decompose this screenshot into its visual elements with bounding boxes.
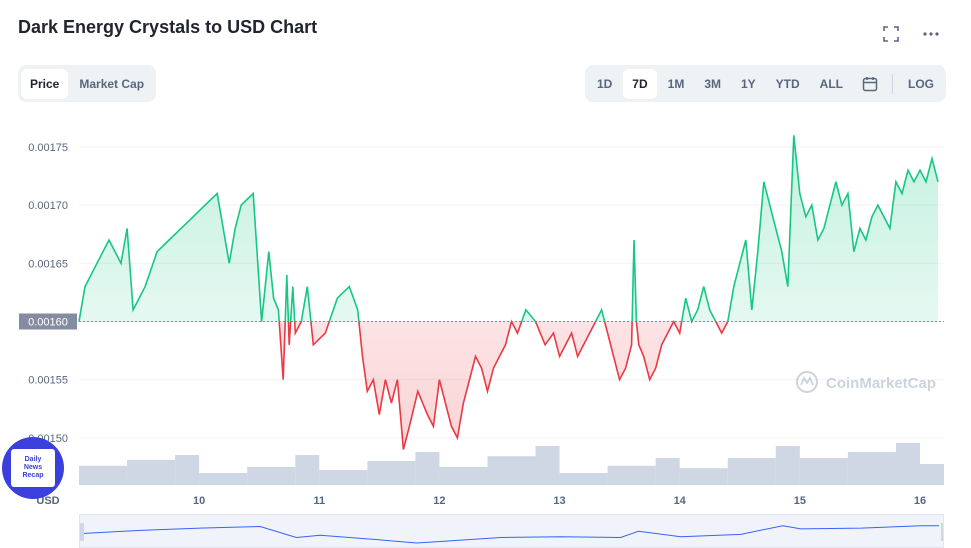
volume-bar bbox=[607, 465, 656, 485]
x-tick-label: 13 bbox=[553, 495, 565, 507]
volume-bar bbox=[247, 467, 296, 485]
volume-bar bbox=[319, 470, 368, 485]
navigator-handle-right[interactable] bbox=[941, 523, 944, 541]
volume-bar bbox=[439, 467, 488, 485]
volume-bar bbox=[559, 473, 608, 485]
chart-type-toggle: Price Market Cap bbox=[18, 65, 157, 102]
area-above-baseline bbox=[79, 135, 938, 322]
badge-text-1: Daily bbox=[24, 456, 42, 463]
volume-bar bbox=[535, 446, 560, 485]
volume-bar bbox=[295, 455, 320, 485]
x-tick-label: 16 bbox=[914, 495, 926, 507]
volume-bar bbox=[895, 443, 920, 485]
volume-bar bbox=[919, 464, 944, 485]
x-tick-label: 10 bbox=[193, 495, 205, 507]
x-tick-label: 14 bbox=[674, 495, 687, 507]
volume-bar bbox=[487, 456, 536, 485]
x-axis-labels: 10 11 12 13 14 15 16 bbox=[193, 495, 926, 507]
tab-price[interactable]: Price bbox=[21, 68, 69, 99]
y-tick-label: 0.00155 bbox=[28, 375, 68, 387]
volume-bar bbox=[127, 459, 176, 485]
calendar-icon[interactable] bbox=[854, 69, 886, 99]
navigator[interactable] bbox=[79, 514, 944, 548]
navigator-handle-left[interactable] bbox=[80, 523, 84, 541]
range-1d[interactable]: 1D bbox=[588, 69, 621, 99]
volume-bar bbox=[199, 473, 248, 485]
currency-label: USD bbox=[36, 495, 59, 507]
divider bbox=[892, 73, 893, 94]
badge-text-2: News bbox=[23, 464, 43, 471]
volume-bar bbox=[799, 458, 848, 485]
range-1y[interactable]: 1Y bbox=[732, 69, 765, 99]
coinmarketcap-watermark: CoinMarketCap bbox=[796, 371, 936, 393]
volume-bar bbox=[679, 468, 728, 485]
x-tick-label: 12 bbox=[433, 495, 445, 507]
y-tick-label: 0.00165 bbox=[28, 258, 68, 270]
top-icons bbox=[881, 24, 941, 44]
y-tick-label: 0.00170 bbox=[28, 200, 68, 212]
price-area bbox=[79, 135, 938, 450]
tab-market-cap[interactable]: Market Cap bbox=[70, 69, 153, 99]
x-tick-label: 11 bbox=[313, 495, 325, 507]
volume-bar bbox=[79, 465, 128, 485]
price-line bbox=[78, 135, 939, 450]
log-scale-button[interactable]: LOG bbox=[899, 69, 943, 99]
volume-bars bbox=[79, 443, 944, 485]
range-3m[interactable]: 3M bbox=[695, 69, 730, 99]
volume-bar bbox=[727, 458, 776, 485]
range-all[interactable]: ALL bbox=[811, 69, 852, 99]
daily-news-recap-badge[interactable]: Daily News Recap bbox=[2, 437, 64, 499]
range-7d[interactable]: 7D bbox=[623, 68, 657, 99]
area-below-baseline bbox=[279, 321, 728, 450]
navigator-line bbox=[80, 525, 939, 544]
volume-bar bbox=[175, 455, 200, 485]
badge-text-3: Recap bbox=[22, 472, 44, 479]
price-line-down bbox=[79, 321, 729, 450]
volume-bar bbox=[367, 461, 416, 485]
watermark-text: CoinMarketCap bbox=[826, 375, 936, 392]
range-1m[interactable]: 1M bbox=[659, 69, 694, 99]
baseline-price-badge: 0.00160 bbox=[19, 313, 77, 330]
x-tick-label: 15 bbox=[794, 495, 806, 507]
range-ytd[interactable]: YTD bbox=[767, 69, 809, 99]
news-icon: Daily News Recap bbox=[11, 449, 55, 487]
volume-bar bbox=[655, 458, 680, 485]
y-tick-label: 0.00175 bbox=[28, 142, 68, 154]
price-chart: 0.001500.001550.001600.001650.001700.001… bbox=[19, 135, 944, 507]
volume-bar bbox=[775, 446, 800, 485]
volume-bar bbox=[847, 452, 896, 485]
range-selector: 1D 7D 1M 3M 1Y YTD ALL LOG bbox=[584, 65, 946, 102]
price-line-up bbox=[78, 135, 939, 322]
fullscreen-icon[interactable] bbox=[881, 24, 901, 44]
more-horizontal-icon[interactable] bbox=[921, 24, 941, 44]
baseline-price-label: 0.00160 bbox=[28, 317, 68, 329]
y-axis-labels: 0.001500.001550.001600.001650.001700.001… bbox=[28, 142, 68, 445]
page-title: Dark Energy Crystals to USD Chart bbox=[18, 17, 318, 37]
volume-bar bbox=[415, 452, 440, 485]
